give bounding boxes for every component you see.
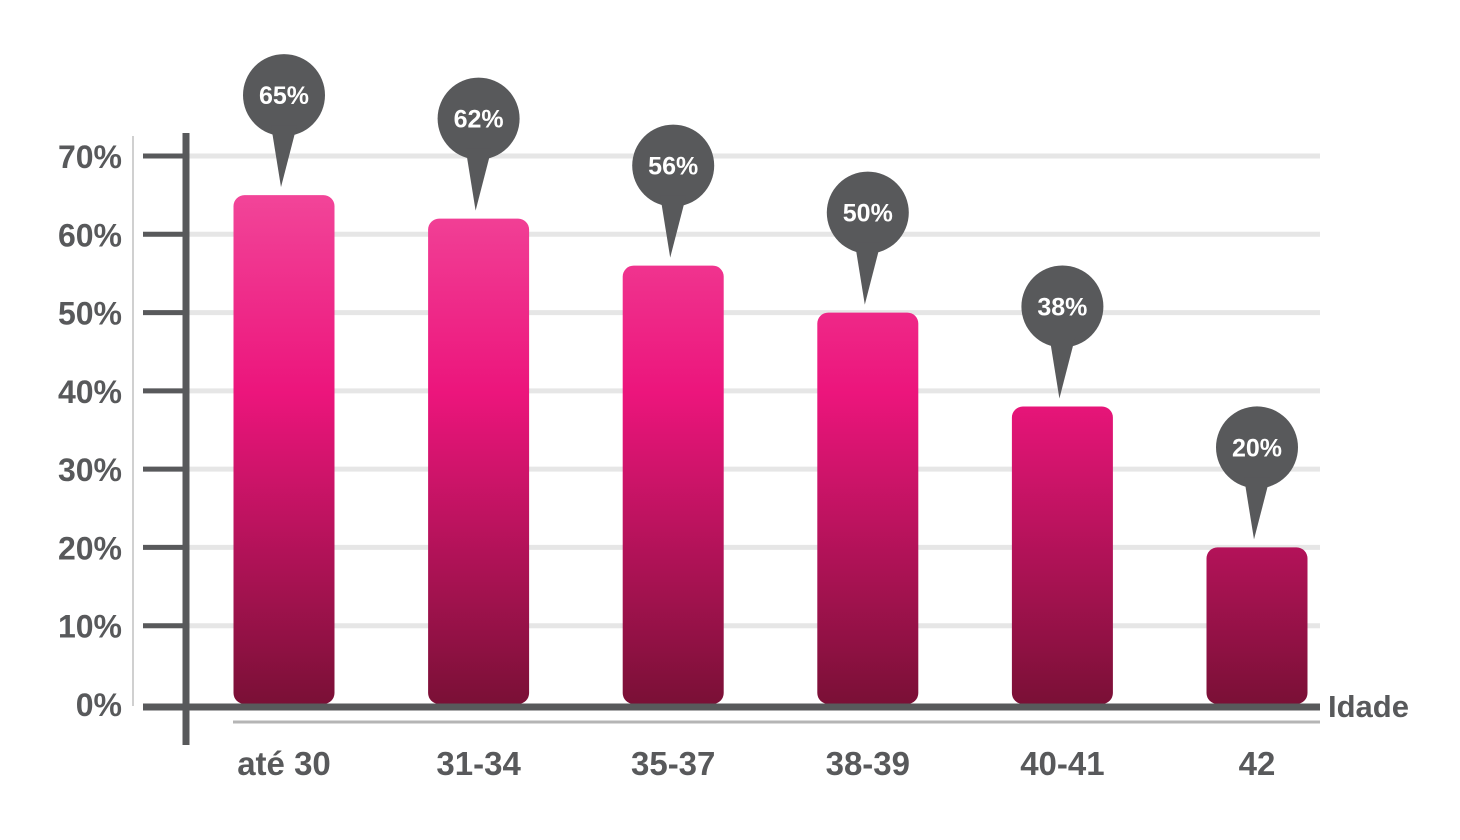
- bar: [622, 265, 724, 704]
- bar: [1206, 547, 1308, 704]
- y-tick-label: 20%: [58, 530, 122, 566]
- x-axis-title: Idade: [1328, 689, 1409, 724]
- callout-pointer: [854, 242, 881, 305]
- callout-pointer: [1244, 477, 1270, 540]
- y-tick-label: 70%: [58, 139, 122, 175]
- callout-pointer: [660, 195, 687, 258]
- x-tick-label: 31-34: [436, 745, 521, 782]
- x-tick-label: 35-37: [631, 745, 715, 782]
- value-callout: 20%: [1216, 406, 1298, 540]
- callout-bubble: [632, 124, 715, 207]
- callout-bubble: [437, 77, 520, 160]
- y-tick-label: 60%: [58, 217, 122, 253]
- callout-pointer: [465, 148, 492, 211]
- value-callout: 56%: [632, 124, 715, 258]
- y-tick-label: 10%: [58, 609, 122, 645]
- y-tick-label: 50%: [58, 296, 122, 332]
- value-callout: 50%: [826, 171, 909, 305]
- y-tick-label: 40%: [58, 374, 122, 410]
- callout-bubble: [243, 54, 325, 137]
- data-label: 65%: [259, 82, 309, 110]
- value-callout: 62%: [437, 77, 520, 211]
- callout-pointer: [271, 125, 297, 188]
- y-tick-label: 30%: [58, 452, 122, 488]
- data-label: 20%: [1232, 434, 1282, 462]
- data-label: 50%: [843, 200, 893, 228]
- callout-bubble: [1216, 406, 1298, 489]
- bar: [428, 218, 530, 704]
- callout-bubble: [1021, 265, 1104, 348]
- value-callout: 38%: [1021, 265, 1104, 399]
- x-tick-label: até 30: [237, 745, 331, 782]
- x-tick-label: 38-39: [826, 745, 910, 782]
- data-label: 38%: [1037, 294, 1087, 322]
- data-label: 56%: [648, 153, 698, 181]
- bar: [233, 195, 335, 704]
- y-tick-label: 0%: [76, 687, 122, 723]
- x-tick-label: 40-41: [1020, 745, 1104, 782]
- callout-bubble: [826, 171, 909, 254]
- value-callout: 65%: [243, 54, 325, 188]
- callout-pointer: [1049, 336, 1076, 399]
- bar: [817, 312, 919, 704]
- data-label: 62%: [454, 106, 504, 134]
- x-tick-label: 42: [1239, 745, 1276, 782]
- bar: [1011, 406, 1113, 704]
